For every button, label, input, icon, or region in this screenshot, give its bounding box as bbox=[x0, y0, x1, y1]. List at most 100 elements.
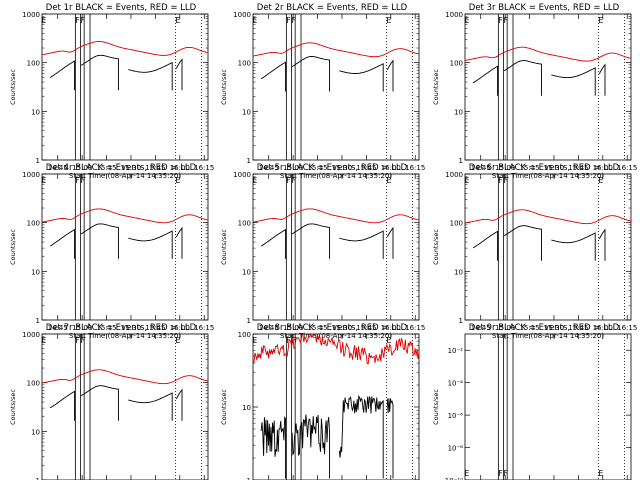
flag-marker: F bbox=[504, 469, 509, 478]
x-tick-label: 15:15 bbox=[307, 164, 327, 172]
x-tick-label: 15:45 bbox=[145, 164, 165, 172]
panel-title: Det 2r BLACK = Events, RED = LLD bbox=[257, 3, 408, 13]
x-tick-label: 16:00 bbox=[381, 164, 401, 172]
y-tick-label: 100 bbox=[27, 220, 40, 228]
events-series-line bbox=[80, 54, 119, 91]
plot-frame bbox=[252, 173, 420, 321]
x-tick-label: 16:15 bbox=[194, 324, 214, 332]
events-series-line bbox=[49, 390, 75, 421]
events-series-line bbox=[291, 223, 330, 259]
plot-frame bbox=[252, 13, 420, 161]
panel-title: Det 3r BLACK = Events, RED = LLD bbox=[469, 3, 620, 13]
panel-title: Det 4r BLACK = Events, RED = LLD bbox=[46, 163, 197, 173]
panel-title: Det 1r BLACK = Events, RED = LLD bbox=[46, 3, 197, 13]
x-tick-label: 15:00 bbox=[495, 164, 515, 172]
panel-title: Det 5r BLACK = Events, RED = LLD bbox=[257, 163, 408, 173]
y-tick-label: 1000 bbox=[445, 11, 463, 19]
y-axis-label: Counts/sec bbox=[220, 229, 228, 265]
plot-frame bbox=[464, 173, 632, 321]
y-tick-label: 100 bbox=[450, 60, 463, 68]
events-series-line bbox=[338, 394, 384, 479]
flag-marker: E bbox=[464, 469, 469, 478]
x-tick-label: 14:45 bbox=[48, 324, 68, 332]
x-tick-label: 16:00 bbox=[593, 164, 613, 172]
panel-title: Det 9r BLACK = Events, RED = LLD bbox=[469, 323, 620, 333]
events-series-line bbox=[386, 59, 394, 92]
events-series-line bbox=[291, 56, 330, 92]
y-axis-label: Counts/sec bbox=[9, 389, 17, 425]
flag-marker: F bbox=[286, 176, 291, 185]
events-series-line bbox=[260, 415, 286, 479]
x-tick-label: 15:30 bbox=[332, 164, 352, 172]
x-tick-label: 14:45 bbox=[471, 164, 491, 172]
flag-marker: F bbox=[75, 176, 80, 185]
plot-frame bbox=[464, 13, 632, 161]
flag-marker: E bbox=[598, 469, 603, 478]
y-axis-label: Counts/sec bbox=[9, 69, 17, 105]
events-series-line bbox=[175, 226, 183, 259]
y-tick-label: 100 bbox=[27, 380, 40, 388]
x-tick-label: 14:45 bbox=[48, 164, 68, 172]
events-series-line bbox=[80, 223, 119, 259]
events-series-line bbox=[472, 230, 498, 261]
flag-marker: F bbox=[504, 176, 509, 185]
flag-marker: E bbox=[598, 176, 603, 185]
y-tick-label: 100 bbox=[238, 60, 251, 68]
panel-det-2: Det 2r BLACK = Events, RED = LLD 1 10 100 10… bbox=[220, 3, 425, 180]
lld-series-line bbox=[464, 209, 632, 225]
panel-title: Det 8r BLACK = Events, RED = LLD bbox=[257, 323, 408, 333]
flag-marker: F bbox=[292, 16, 297, 25]
flag-marker: F bbox=[498, 469, 503, 478]
lld-series-line bbox=[464, 46, 632, 62]
x-tick-label: 15:00 bbox=[283, 324, 303, 332]
y-axis-label: Counts/sec bbox=[432, 389, 440, 425]
x-tick-label: 15:15 bbox=[519, 164, 539, 172]
x-tick-label: 15:15 bbox=[519, 324, 539, 332]
plot-frame bbox=[464, 333, 632, 480]
panel-det-4: Det 4r BLACK = Events, RED = LLD 1 10 100 10… bbox=[9, 163, 214, 340]
lld-series-line bbox=[41, 208, 209, 224]
x-tick-label: 15:45 bbox=[568, 164, 588, 172]
x-tick-label: 15:30 bbox=[332, 324, 352, 332]
flag-marker: F bbox=[286, 16, 291, 25]
x-tick-label: 15:00 bbox=[72, 164, 92, 172]
flag-marker: F bbox=[498, 176, 503, 185]
x-tick-label: 15:00 bbox=[495, 324, 515, 332]
flag-marker: E bbox=[464, 16, 469, 25]
x-tick-label: 14:45 bbox=[471, 324, 491, 332]
events-series-line bbox=[260, 228, 286, 259]
y-axis-label: Counts/sec bbox=[432, 69, 440, 105]
flag-marker: F bbox=[498, 16, 503, 25]
events-series-line bbox=[598, 228, 606, 261]
x-tick-label: 15:45 bbox=[568, 324, 588, 332]
y-tick-label: 1 bbox=[36, 477, 40, 480]
panel-det-5: Det 5r BLACK = Events, RED = LLD 1 10 100 10… bbox=[220, 163, 425, 340]
x-tick-label: 16:00 bbox=[593, 324, 613, 332]
plot-frame bbox=[41, 13, 209, 161]
lld-series-line bbox=[41, 41, 209, 56]
y-axis-label: Counts/sec bbox=[220, 69, 228, 105]
events-series-line bbox=[128, 230, 173, 259]
y-tick-label: 1 bbox=[247, 477, 251, 480]
flag-marker: E bbox=[175, 336, 180, 345]
x-tick-label: 15:30 bbox=[544, 164, 564, 172]
y-tick-label: 1 bbox=[459, 317, 463, 325]
events-series-line bbox=[175, 388, 183, 421]
events-series-line bbox=[386, 398, 394, 479]
y-tick-label: 10 bbox=[31, 268, 40, 276]
events-series-line bbox=[472, 65, 498, 96]
events-series-line bbox=[80, 385, 119, 421]
y-tick-label: 10 bbox=[454, 268, 463, 276]
x-tick-label: 16:15 bbox=[617, 164, 637, 172]
events-series-line bbox=[49, 228, 75, 259]
x-tick-label: 15:45 bbox=[145, 324, 165, 332]
y-tick-label: 1000 bbox=[233, 171, 251, 179]
x-axis-label: Start Time (08-Apr-14 14:35:20) bbox=[280, 332, 392, 340]
y-tick-label: 100 bbox=[27, 60, 40, 68]
flag-marker: E bbox=[386, 16, 391, 25]
y-tick-label: 10 bbox=[454, 108, 463, 116]
y-tick-label: 10 bbox=[31, 428, 40, 436]
y-tick-label: 10 bbox=[242, 404, 251, 412]
panel-det-6: Det 6r BLACK = Events, RED = LLD 1 10 100 10… bbox=[432, 163, 637, 340]
